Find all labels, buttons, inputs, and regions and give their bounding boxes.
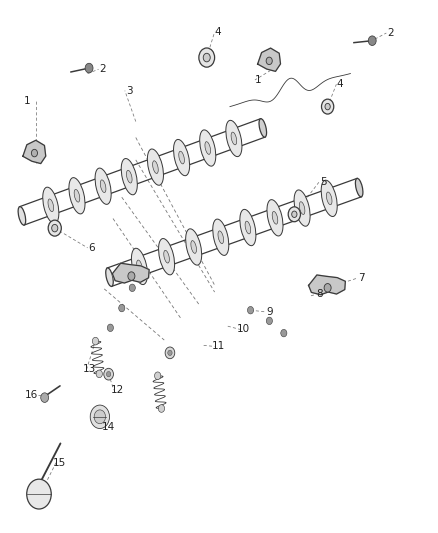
Circle shape (203, 53, 210, 62)
Circle shape (32, 149, 38, 157)
Circle shape (324, 284, 331, 292)
Ellipse shape (355, 179, 363, 197)
Ellipse shape (191, 240, 197, 253)
Text: 13: 13 (83, 364, 96, 374)
Circle shape (119, 304, 125, 312)
Ellipse shape (326, 192, 332, 205)
Ellipse shape (294, 190, 310, 226)
Text: 15: 15 (53, 458, 66, 467)
Ellipse shape (218, 231, 223, 244)
Ellipse shape (226, 120, 242, 157)
Ellipse shape (95, 168, 111, 204)
Circle shape (48, 220, 61, 236)
Text: 14: 14 (102, 423, 115, 432)
Circle shape (168, 350, 172, 356)
Text: 16: 16 (25, 391, 38, 400)
Ellipse shape (43, 187, 59, 223)
Ellipse shape (179, 151, 184, 164)
Circle shape (165, 347, 175, 359)
Circle shape (321, 99, 334, 114)
Text: 10: 10 (237, 325, 250, 334)
Circle shape (107, 324, 113, 332)
Circle shape (281, 329, 287, 337)
Text: 7: 7 (358, 273, 365, 283)
Polygon shape (309, 275, 345, 295)
Text: 6: 6 (88, 243, 95, 253)
Circle shape (41, 393, 49, 402)
Circle shape (325, 103, 330, 110)
Ellipse shape (321, 180, 337, 216)
Text: 4: 4 (215, 27, 222, 37)
Text: 1: 1 (24, 96, 31, 106)
Text: 2: 2 (99, 64, 106, 74)
Circle shape (94, 410, 106, 424)
Text: 11: 11 (212, 342, 225, 351)
Text: 2: 2 (387, 28, 394, 38)
Ellipse shape (205, 142, 211, 155)
Circle shape (266, 57, 272, 64)
Ellipse shape (159, 239, 175, 275)
Circle shape (85, 63, 93, 73)
Ellipse shape (213, 219, 229, 255)
Text: 3: 3 (126, 86, 133, 95)
Ellipse shape (100, 180, 106, 192)
Ellipse shape (245, 221, 251, 234)
Circle shape (90, 405, 110, 429)
Ellipse shape (267, 200, 283, 236)
Circle shape (368, 36, 376, 45)
Circle shape (247, 306, 254, 314)
Text: 12: 12 (111, 385, 124, 395)
Circle shape (27, 479, 51, 509)
Ellipse shape (299, 201, 305, 214)
Circle shape (129, 284, 135, 292)
Ellipse shape (259, 119, 267, 137)
Ellipse shape (231, 132, 237, 145)
Ellipse shape (18, 207, 26, 225)
Text: 4: 4 (336, 79, 343, 89)
Ellipse shape (74, 189, 80, 202)
Ellipse shape (106, 268, 113, 286)
Ellipse shape (121, 158, 138, 195)
Text: 9: 9 (266, 307, 273, 317)
Ellipse shape (137, 260, 142, 273)
Text: 8: 8 (316, 289, 323, 299)
Circle shape (288, 207, 300, 222)
Ellipse shape (69, 177, 85, 214)
Polygon shape (23, 140, 46, 164)
Ellipse shape (164, 251, 170, 263)
Ellipse shape (152, 161, 158, 173)
Ellipse shape (186, 229, 201, 265)
Circle shape (104, 368, 113, 380)
Ellipse shape (131, 248, 148, 285)
Circle shape (292, 211, 297, 217)
Circle shape (155, 372, 161, 379)
Polygon shape (258, 48, 280, 71)
Circle shape (158, 405, 165, 413)
Ellipse shape (127, 171, 132, 183)
Circle shape (92, 337, 99, 345)
Circle shape (266, 317, 272, 325)
Ellipse shape (200, 130, 216, 166)
Circle shape (52, 224, 58, 232)
Text: 1: 1 (255, 75, 262, 85)
Text: 5: 5 (320, 177, 327, 187)
Circle shape (96, 370, 102, 378)
Polygon shape (113, 263, 149, 283)
Circle shape (106, 372, 111, 377)
Ellipse shape (147, 149, 163, 185)
Circle shape (128, 272, 135, 280)
Ellipse shape (272, 212, 278, 224)
Circle shape (199, 48, 215, 67)
Ellipse shape (240, 209, 256, 246)
Ellipse shape (48, 199, 53, 212)
Ellipse shape (173, 140, 190, 176)
